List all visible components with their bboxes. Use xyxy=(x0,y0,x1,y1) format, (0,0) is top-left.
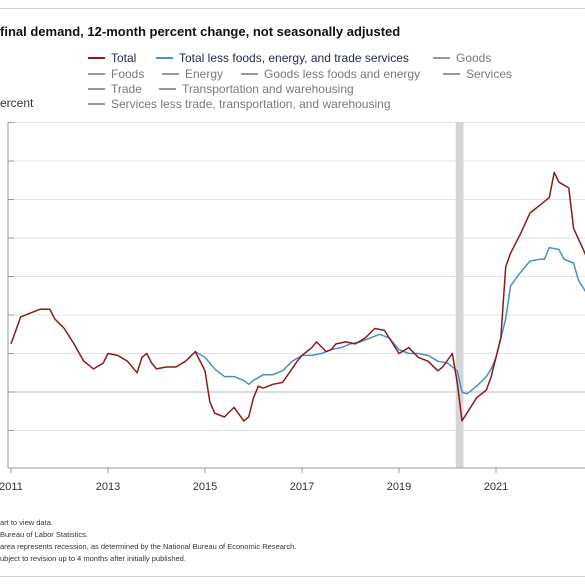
legend-item-services-core[interactable]: Services less trade, transportation, and… xyxy=(88,97,391,111)
legend-item-transport[interactable]: Transportation and warehousing xyxy=(159,82,354,96)
x-tick-label: 2011 xyxy=(0,481,23,493)
footer-note: ubject to revision up to 4 months after … xyxy=(0,554,186,563)
x-tick-label: 2019 xyxy=(387,481,411,493)
legend-swatch-services-core xyxy=(88,102,105,105)
legend-label-services-core: Services less trade, transportation, and… xyxy=(111,97,391,111)
footer-notes: art to view data. Bureau of Labor Statis… xyxy=(0,517,296,565)
legend-swatch-core xyxy=(156,56,173,59)
x-tick-label: 2017 xyxy=(290,481,314,493)
series-line-total xyxy=(10,171,585,422)
legend-swatch-foods xyxy=(88,72,105,75)
legend-swatch-total xyxy=(88,56,105,59)
legend-label-total: Total xyxy=(111,51,137,65)
chart-legend: Total Total less foods, energy, and trad… xyxy=(0,50,585,112)
legend-item-goods[interactable]: Goods xyxy=(433,51,491,65)
recession-band xyxy=(455,122,464,468)
legend-item-trade[interactable]: Trade xyxy=(88,82,142,96)
legend-swatch-energy xyxy=(162,72,179,75)
x-axis-ticks: 20112013201520172019202120 xyxy=(0,468,508,493)
legend-item-foods[interactable]: Foods xyxy=(88,67,144,81)
y-axis-label: ercent xyxy=(0,96,34,110)
legend-item-total[interactable]: Total xyxy=(88,51,136,65)
series-line-core xyxy=(194,246,585,395)
legend-item-services[interactable]: Services xyxy=(443,67,512,81)
legend-item-energy[interactable]: Energy xyxy=(162,67,223,81)
legend-label-trade: Trade xyxy=(111,82,142,96)
legend-label-core: Total less foods, energy, and trade serv… xyxy=(179,51,409,65)
bottom-divider xyxy=(0,576,585,577)
legend-swatch-transport xyxy=(159,87,176,90)
x-tick-label: 2013 xyxy=(96,481,120,493)
top-divider xyxy=(0,8,585,9)
footer-note: area represents recession, as determined… xyxy=(0,542,297,551)
legend-swatch-services xyxy=(443,72,460,75)
legend-label-goods-core: Goods less foods and energy xyxy=(264,67,421,81)
footer-note: Bureau of Labor Statistics. xyxy=(0,530,88,539)
legend-label-services: Services xyxy=(466,67,513,81)
series-lines xyxy=(10,171,585,422)
x-tick-label: 2021 xyxy=(484,481,508,493)
legend-label-goods: Goods xyxy=(456,51,492,65)
legend-label-transport: Transportation and warehousing xyxy=(182,82,354,96)
axes xyxy=(7,122,585,469)
legend-swatch-goods-core xyxy=(241,72,258,75)
x-tick-label: 2015 xyxy=(193,481,217,493)
legend-item-core[interactable]: Total less foods, energy, and trade serv… xyxy=(156,51,409,65)
legend-label-energy: Energy xyxy=(185,67,224,81)
legend-item-goods-core[interactable]: Goods less foods and energy xyxy=(241,67,420,81)
legend-swatch-goods xyxy=(433,56,450,59)
legend-swatch-trade xyxy=(88,87,105,90)
grid-lines xyxy=(8,122,585,431)
legend-label-foods: Foods xyxy=(111,67,145,81)
footer-note[interactable]: art to view data. xyxy=(0,518,53,527)
chart-title: final demand, 12-month percent change, n… xyxy=(0,24,401,39)
